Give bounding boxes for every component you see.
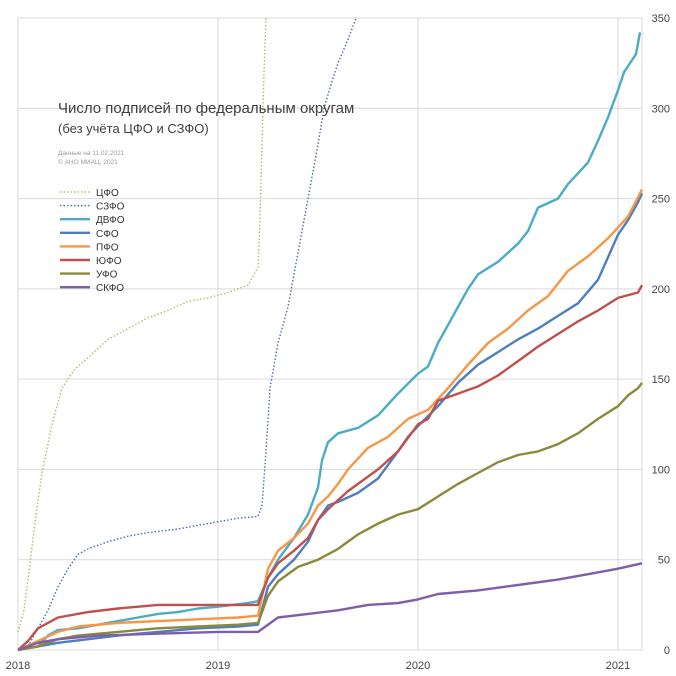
legend-label: СЗФО xyxy=(96,202,125,213)
copyright-note: © АНО МИАЦ, 2021 xyxy=(58,158,118,166)
x-tick-label: 2019 xyxy=(206,660,230,672)
legend-label: ДВФО xyxy=(96,215,125,226)
series-line-ЦФО xyxy=(17,17,267,633)
x-tick-label: 2020 xyxy=(406,660,430,672)
series-line-СФО xyxy=(17,192,644,652)
legend-label: ЮФО xyxy=(96,256,122,267)
legend-label: СФО xyxy=(96,229,119,240)
legend-label: ПФО xyxy=(96,242,119,253)
y-tick-label: 300 xyxy=(652,103,670,115)
legend-label: ЦФО xyxy=(96,188,119,199)
y-tick-label: 150 xyxy=(652,374,670,386)
y-tick-label: 0 xyxy=(664,645,670,657)
series-lines xyxy=(17,17,644,652)
chart-subtitle: (без учёта ЦФО и СЗФО) xyxy=(58,121,209,136)
y-tick-label: 350 xyxy=(652,13,670,25)
plot-border xyxy=(17,17,643,651)
x-tick-label: 2021 xyxy=(606,660,630,672)
legend: ЦФО СЗФО ДВФО СФО ПФО ЮФО УФО СКФО xyxy=(60,188,125,294)
series-line-ДВФО xyxy=(17,32,642,652)
y-tick-label: 100 xyxy=(652,464,670,476)
horizontal-gridlines xyxy=(18,107,642,561)
legend-label: УФО xyxy=(96,270,118,281)
x-axis-tick-labels: 2018 2019 2020 2021 xyxy=(6,660,630,672)
data-date-note: Данные на 11.02.2021 xyxy=(58,150,125,157)
y-tick-label: 250 xyxy=(652,194,670,206)
series-line-ЮФО xyxy=(17,284,644,651)
series-line-ПФО xyxy=(17,188,644,652)
series-line-СЗФО xyxy=(17,17,357,651)
x-tick-label: 2018 xyxy=(6,660,30,672)
series-line-СКФО xyxy=(17,562,643,652)
y-tick-label: 200 xyxy=(652,284,670,296)
chart-title: Число подписей по федеральным округам xyxy=(58,100,354,117)
y-axis-tick-labels: 0 50 100 150 200 250 300 350 xyxy=(652,13,670,657)
vertical-gridlines xyxy=(217,18,619,650)
y-tick-label: 50 xyxy=(658,555,670,567)
series-line-УФО xyxy=(17,382,643,652)
legend-label: СКФО xyxy=(96,283,124,294)
